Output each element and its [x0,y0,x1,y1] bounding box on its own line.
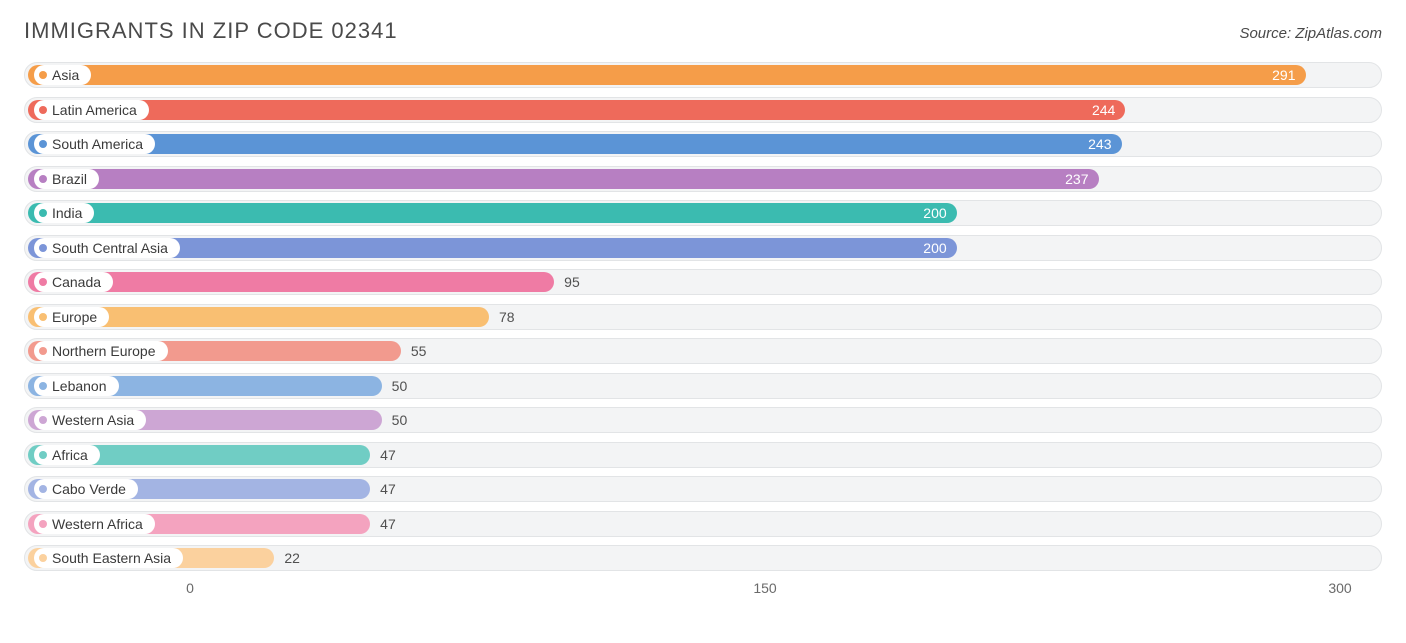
legend-dot [39,416,47,424]
bar-value: 200 [923,200,946,226]
bar-value: 244 [1092,97,1115,123]
bar-label: Lebanon [52,379,107,393]
bar-label-pill: Asia [34,65,91,85]
bar-value: 47 [380,511,396,537]
bar-value: 55 [411,338,427,364]
legend-dot [39,278,47,286]
bar-label: Africa [52,448,88,462]
x-axis: 0 150 300 [24,580,1382,602]
bar-label-pill: Europe [34,307,109,327]
bar-value: 291 [1272,62,1295,88]
bar-value: 237 [1065,166,1088,192]
bar-value: 50 [392,373,408,399]
legend-dot [39,554,47,562]
legend-dot [39,175,47,183]
bar-row: Canada 95 [24,269,1382,295]
bar-fill [28,134,1122,154]
legend-dot [39,71,47,79]
bar-label: South America [52,137,143,151]
legend-dot [39,485,47,493]
bar-label-pill: Latin America [34,100,149,120]
bar-chart: Asia 291 Latin America 244 South America 243 B… [24,62,1382,571]
legend-dot [39,313,47,321]
bar-row: Cabo Verde 47 [24,476,1382,502]
bar-row: Africa 47 [24,442,1382,468]
bar-row: South America 243 [24,131,1382,157]
bar-label-pill: Lebanon [34,376,119,396]
bar-label: South Eastern Asia [52,551,171,565]
bar-row: Europe 78 [24,304,1382,330]
bar-row: Western Africa 47 [24,511,1382,537]
legend-dot [39,382,47,390]
bar-row: Latin America 244 [24,97,1382,123]
bar-label-pill: Northern Europe [34,341,168,361]
legend-dot [39,140,47,148]
legend-dot [39,451,47,459]
bar-row: South Eastern Asia 22 [24,545,1382,571]
bar-value: 50 [392,407,408,433]
bar-label: South Central Asia [52,241,168,255]
bar-label-pill: Cabo Verde [34,479,138,499]
x-tick: 300 [1328,580,1351,596]
legend-dot [39,106,47,114]
bar-row: Brazil 237 [24,166,1382,192]
bar-value: 47 [380,476,396,502]
legend-dot [39,347,47,355]
bar-value: 243 [1088,131,1111,157]
bar-value: 78 [499,304,515,330]
bar-label: Northern Europe [52,344,156,358]
chart-source: Source: ZipAtlas.com [1239,25,1382,42]
bar-row: Western Asia 50 [24,407,1382,433]
bar-fill [28,203,957,223]
x-tick: 0 [186,580,194,596]
bar-label-pill: Africa [34,445,100,465]
bar-row: Asia 291 [24,62,1382,88]
bar-row: South Central Asia 200 [24,235,1382,261]
bar-label-pill: Western Africa [34,514,155,534]
bar-label: Latin America [52,103,137,117]
bar-label: Western Asia [52,413,134,427]
bar-fill [28,65,1306,85]
legend-dot [39,244,47,252]
bar-label-pill: Canada [34,272,113,292]
bar-value: 22 [284,545,300,571]
bar-label-pill: South Central Asia [34,238,180,258]
bar-label: India [52,206,82,220]
bar-label-pill: South Eastern Asia [34,548,183,568]
bar-label: Europe [52,310,97,324]
bar-label-pill: India [34,203,94,223]
bar-label: Brazil [52,172,87,186]
bar-value: 47 [380,442,396,468]
bar-row: Northern Europe 55 [24,338,1382,364]
legend-dot [39,209,47,217]
bar-label-pill: Brazil [34,169,99,189]
bar-fill [28,100,1125,120]
bar-row: Lebanon 50 [24,373,1382,399]
x-tick: 150 [753,580,776,596]
chart-header: IMMIGRANTS IN ZIP CODE 02341 Source: Zip… [24,18,1382,44]
bar-fill [28,169,1099,189]
bar-label: Canada [52,275,101,289]
legend-dot [39,520,47,528]
bar-label-pill: South America [34,134,155,154]
bar-label: Asia [52,68,79,82]
bar-value: 95 [564,269,580,295]
chart-title: IMMIGRANTS IN ZIP CODE 02341 [24,18,398,44]
bar-label: Western Africa [52,517,143,531]
bar-label: Cabo Verde [52,482,126,496]
bar-value: 200 [923,235,946,261]
bar-label-pill: Western Asia [34,410,146,430]
bar-row: India 200 [24,200,1382,226]
